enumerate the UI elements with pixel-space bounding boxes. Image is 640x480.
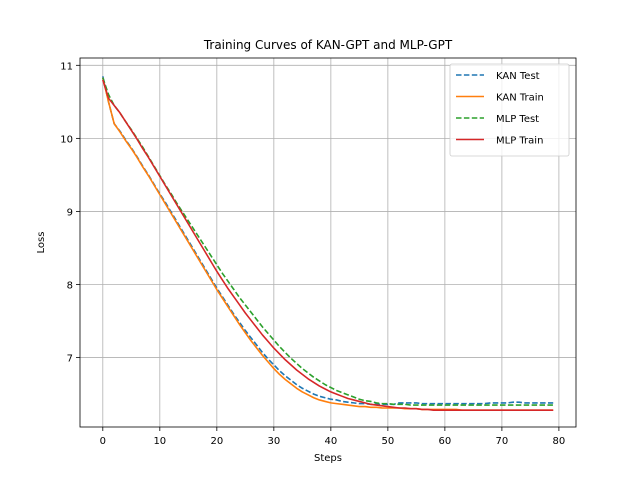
x-tick-label: 30 xyxy=(267,436,280,447)
legend-label: MLP Train xyxy=(496,136,543,147)
x-tick-label: 0 xyxy=(100,436,106,447)
legend-label: KAN Test xyxy=(496,71,540,82)
x-tick-label: 80 xyxy=(553,436,566,447)
x-tick-label: 40 xyxy=(324,436,337,447)
x-tick-label: 20 xyxy=(210,436,223,447)
x-tick-label: 70 xyxy=(496,436,509,447)
x-tick-label: 60 xyxy=(439,436,452,447)
x-axis-label: Steps xyxy=(314,453,342,464)
axis-ticks: 0 10 20 30 40 50 60 70 80 7 8 9 10 11 xyxy=(60,61,565,447)
legend: KAN Test KAN Train MLP Test MLP Train xyxy=(449,63,570,157)
series-lines xyxy=(102,76,554,411)
legend-label: MLP Test xyxy=(496,114,539,125)
x-tick-label: 50 xyxy=(381,436,394,447)
series-line-mlp-test xyxy=(102,77,554,406)
chart-title: Training Curves of KAN-GPT and MLP-GPT xyxy=(203,38,453,52)
legend-label: KAN Train xyxy=(496,93,544,104)
y-tick-label: 8 xyxy=(67,281,73,292)
legend-box xyxy=(449,63,570,157)
series-line-mlp-train xyxy=(102,79,554,411)
y-axis-label: Loss xyxy=(36,232,47,254)
y-tick-label: 10 xyxy=(60,134,73,145)
plot-frame xyxy=(79,57,577,428)
y-tick-label: 9 xyxy=(67,207,73,218)
y-tick-label: 7 xyxy=(67,354,73,365)
y-tick-label: 11 xyxy=(60,61,73,72)
x-tick-label: 10 xyxy=(153,436,166,447)
